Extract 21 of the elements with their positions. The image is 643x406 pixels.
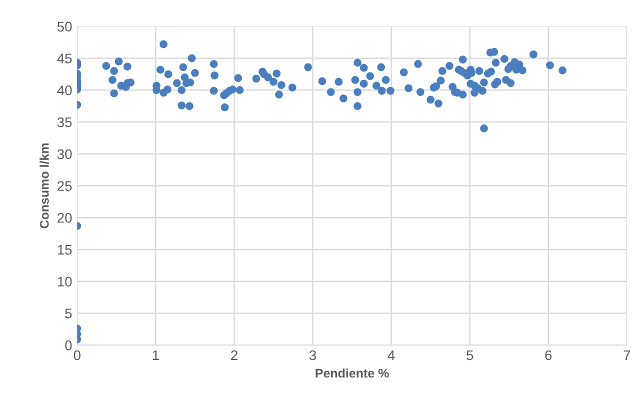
y-tick-label: 10 (58, 276, 72, 287)
x-tick-label: 1 (152, 350, 159, 360)
y-tick-label: 0 (65, 340, 72, 350)
y-tick-label: 35 (57, 117, 72, 128)
y-tick-label: 5 (65, 308, 72, 318)
y-tick-label: 50 (57, 22, 72, 32)
y-axis-title: Consumo l/km (40, 143, 49, 228)
x-tick-label: 7 (624, 350, 630, 360)
x-axis-title: Pendiente % (316, 368, 389, 378)
y-tick-label: 15 (58, 244, 72, 255)
y-tick-label: 40 (57, 85, 72, 96)
y-tick-label: 45 (57, 54, 72, 64)
x-tick-label: 5 (466, 350, 474, 360)
x-tick-label: 2 (231, 350, 238, 360)
y-tick-label: 30 (57, 149, 72, 160)
y-tick-label: 20 (58, 212, 72, 223)
x-tick-label: 4 (388, 350, 395, 360)
x-tick-label: 6 (545, 350, 552, 360)
y-tick-label: 25 (58, 181, 72, 191)
x-tick-label: 0 (74, 350, 80, 360)
x-tick-label: 3 (309, 350, 316, 360)
